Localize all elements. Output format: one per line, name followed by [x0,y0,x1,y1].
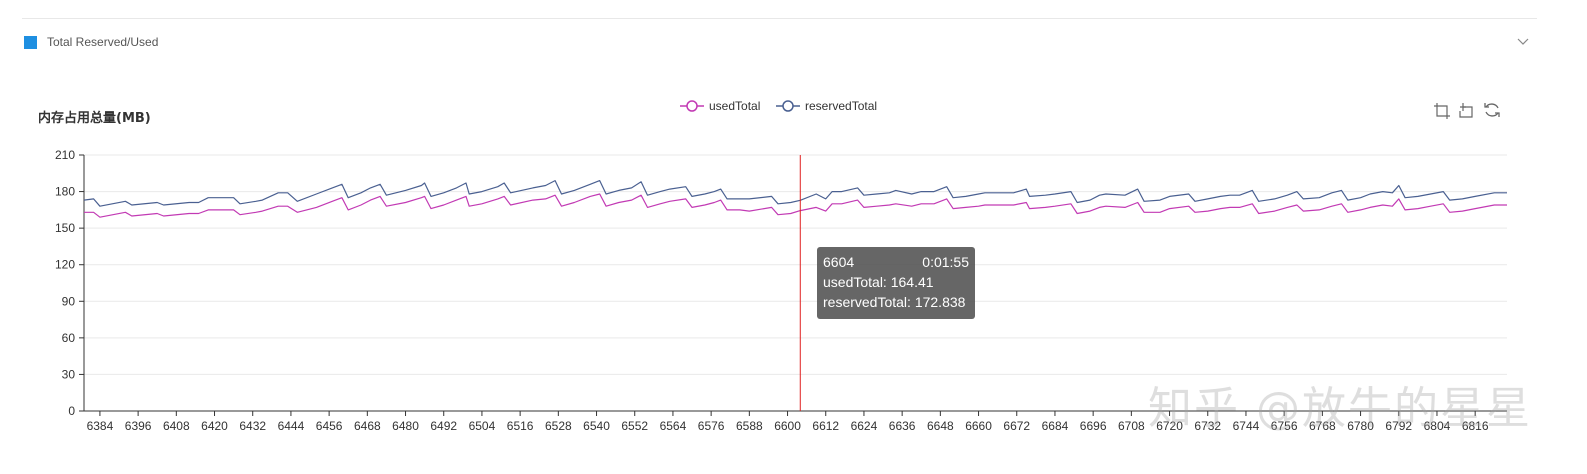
y-tick-label: 90 [62,294,76,308]
x-tick-label: 6660 [965,419,992,433]
y-tick-label: 150 [55,221,75,235]
legend: usedTotal reservedTotal [680,99,877,113]
chart-tooltip: 6604 0:01:55 usedTotal: 164.41 reservedT… [817,247,975,319]
toolbox [1434,103,1500,119]
x-tick-label: 6408 [163,419,190,433]
axes: 0 30 60 90 120 150 180 210 6384 6396 6408 6420 6432 6… [55,148,1507,433]
memory-chart[interactable]: 0 30 60 90 120 150 180 210 6384 6396 6408 6420 6432 6… [0,60,1587,469]
x-tick-label: 6612 [812,419,839,433]
grid-lines [84,154,1507,375]
x-tick-label: 6624 [851,419,878,433]
x-tick-label: 6648 [927,419,954,433]
x-tick-label: 6504 [469,419,496,433]
x-tick-label: 6816 [1462,419,1489,433]
x-tick-label: 6432 [239,419,266,433]
x-tick-label: 6768 [1309,419,1336,433]
x-tick-label: 6636 [889,419,916,433]
series-line-reservedTotal[interactable] [83,180,1507,207]
x-tick-label: 6528 [545,419,572,433]
x-tick-label: 6804 [1424,419,1451,433]
y-tick-label: 30 [62,367,76,381]
legend-label-used: usedTotal [709,99,760,113]
panel-title: Total Reserved/Used [47,35,159,49]
watermark: 知乎 @放牛的星星 [1148,383,1532,434]
x-tick-label: 6708 [1118,419,1145,433]
x-tick-label: 6756 [1271,419,1298,433]
y-tick-label: 180 [55,185,75,199]
tooltip-x-value: 6604 [823,254,855,270]
y-tick-label: 60 [62,331,76,345]
chart-svg[interactable]: 0 30 60 90 120 150 180 210 6384 6396 6408 6420 6432 6… [0,60,1587,469]
tooltip-reserved-line: reservedTotal: 172.838 [823,294,966,310]
zoom-select-icon[interactable] [1434,103,1450,119]
x-tick-label: 6588 [736,419,763,433]
y-tick-label: 210 [55,148,75,162]
x-tick-label: 6696 [1080,419,1107,433]
x-tick-label: 6420 [201,419,228,433]
x-tick-label: 6540 [583,419,610,433]
x-tick-label: 6552 [621,419,648,433]
x-tick-label: 6396 [125,419,152,433]
x-tick-label: 6684 [1042,419,1069,433]
x-tick-label: 6444 [278,419,305,433]
x-tick-label: 6744 [1233,419,1260,433]
x-tick-label: 6492 [430,419,457,433]
x-tick-label: 6672 [1003,419,1030,433]
y-tick-label: 120 [55,258,75,272]
legend-item-used[interactable]: usedTotal [680,99,760,113]
restore-icon[interactable] [1484,103,1500,117]
zoom-reset-icon[interactable] [1459,103,1473,118]
panel-top-divider [22,18,1537,19]
x-tick-label: 6516 [507,419,534,433]
legend-item-reserved[interactable]: reservedTotal [776,99,877,113]
series-lines [83,180,1507,218]
panel-color-swatch [24,35,37,49]
x-tick-label: 6720 [1156,419,1183,433]
legend-label-reserved: reservedTotal [805,99,877,113]
y-axis-label: 内存占用总量(MB) [38,110,151,126]
x-tick-label: 6780 [1347,419,1374,433]
x-tick-label: 6600 [774,419,801,433]
x-tick-label: 6792 [1385,419,1412,433]
chevron-down-icon[interactable] [1517,36,1529,46]
x-tick-label: 6564 [660,419,687,433]
tooltip-time: 0:01:55 [922,254,969,270]
x-tick-label: 6456 [316,419,343,433]
series-line-usedTotal[interactable] [84,193,1507,218]
x-tick-label: 6480 [392,419,419,433]
x-tick-label: 6576 [698,419,725,433]
x-tick-label: 6384 [87,419,114,433]
y-tick-label: 0 [68,404,75,418]
x-tick-label: 6468 [354,419,381,433]
x-tick-label: 6732 [1194,419,1221,433]
tooltip-used-line: usedTotal: 164.41 [823,274,934,290]
panel-header[interactable]: Total Reserved/Used [24,34,158,50]
